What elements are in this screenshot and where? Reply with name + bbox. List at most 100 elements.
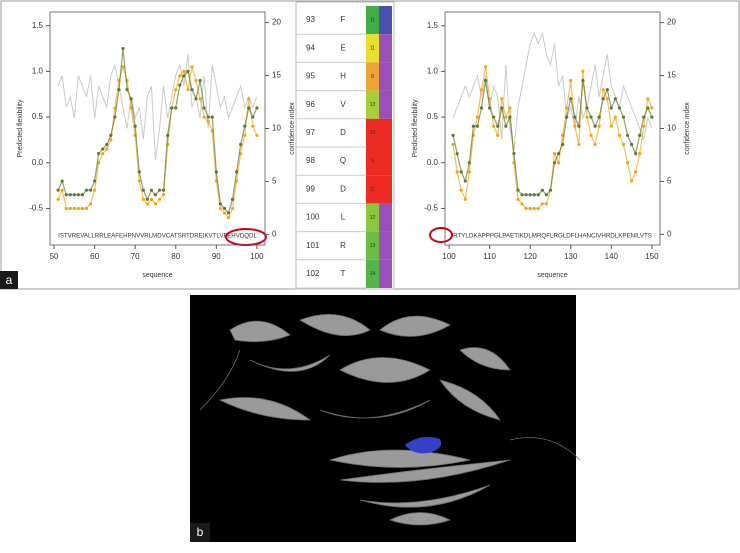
class-cell: [379, 259, 392, 288]
data-point: [64, 193, 68, 197]
y-tick-label: 0.0: [32, 158, 44, 167]
sequence-label: RTYLDKAPPPGLPAETIKDLMRQFLRGLDFLHANCIVHRD…: [453, 234, 652, 240]
panel-label-box: [190, 523, 210, 542]
data-point: [581, 69, 585, 73]
data-point: [561, 142, 565, 147]
data-point: [483, 65, 488, 69]
x-tick-label: 90: [212, 252, 221, 261]
data-point: [581, 78, 585, 83]
data-point: [97, 152, 101, 156]
data-point: [174, 106, 178, 110]
data-point: [186, 69, 190, 73]
x-tick-label: 60: [90, 252, 99, 261]
y-tick-label: 1.0: [32, 67, 44, 76]
data-point: [532, 206, 536, 211]
score-label: 11: [370, 46, 375, 52]
data-point: [149, 188, 154, 192]
data-point: [488, 106, 492, 110]
data-point: [638, 152, 642, 156]
data-point: [178, 74, 182, 78]
data-point: [630, 142, 634, 147]
score-label: 13: [370, 102, 376, 108]
class-cell: [379, 175, 392, 204]
residue-position: 96: [306, 100, 315, 109]
data-point: [194, 78, 198, 83]
data-point: [585, 106, 589, 110]
class-cell: [379, 34, 392, 63]
residue-position: 102: [306, 269, 320, 278]
data-point: [496, 124, 500, 128]
data-point: [198, 97, 202, 101]
data-point: [451, 133, 455, 137]
data-point: [178, 83, 182, 87]
data-point: [218, 202, 222, 206]
data-point: [186, 88, 190, 92]
data-point: [101, 147, 105, 151]
class-cell: [379, 203, 392, 232]
series-line: [57, 54, 258, 161]
data-point: [88, 188, 93, 192]
y2-axis-label: confidence index: [289, 102, 296, 155]
data-point: [141, 188, 145, 192]
data-point: [609, 106, 613, 110]
data-point: [634, 152, 638, 156]
y2-axis-label: confidence index: [684, 102, 691, 155]
score-label: 8: [371, 74, 374, 80]
data-point: [536, 193, 540, 197]
data-point: [222, 206, 227, 211]
highlight-ellipse: [429, 227, 453, 243]
x-tick-label: 80: [171, 252, 180, 261]
class-cell: [379, 231, 392, 260]
data-point: [60, 188, 64, 192]
x-tick-label: 110: [483, 252, 496, 261]
data-point: [451, 142, 455, 147]
data-point: [105, 147, 109, 151]
score-cell: [366, 62, 379, 91]
data-point: [125, 88, 129, 92]
data-point: [129, 97, 133, 101]
data-point: [492, 115, 496, 119]
x-tick-label: 100: [250, 252, 264, 261]
y2-tick-label: 0: [272, 230, 277, 239]
data-point: [512, 152, 516, 156]
data-point: [617, 133, 622, 137]
score-cell: [366, 203, 379, 232]
residue-position: 98: [306, 156, 315, 165]
data-point: [161, 193, 166, 197]
ligand-site: [405, 437, 442, 454]
data-point: [202, 115, 206, 119]
data-point: [190, 88, 194, 92]
data-point: [552, 161, 557, 165]
data-point: [84, 206, 89, 211]
data-point: [56, 188, 60, 192]
x-axis-label: sequence: [142, 272, 172, 279]
score-cell: [366, 231, 379, 260]
data-point: [650, 106, 654, 110]
data-point: [101, 152, 105, 156]
data-point: [540, 188, 544, 192]
data-point: [483, 78, 488, 83]
data-point: [145, 202, 149, 206]
residue-letter: L: [341, 213, 346, 222]
data-point: [214, 170, 218, 174]
y2-tick-label: 20: [272, 18, 281, 27]
y-axis-label: Predicted flexibility: [412, 99, 419, 157]
data-point: [182, 74, 186, 78]
data-point: [170, 106, 174, 110]
data-point: [255, 133, 259, 137]
data-point: [72, 206, 76, 211]
y2-tick-label: 5: [272, 177, 277, 186]
data-point: [524, 193, 528, 197]
data-point: [93, 179, 97, 183]
data-point: [190, 65, 194, 69]
data-point: [84, 188, 89, 192]
data-point: [105, 142, 109, 147]
data-point: [508, 106, 512, 110]
data-point: [650, 115, 654, 119]
data-point: [251, 115, 255, 119]
data-point: [218, 206, 222, 211]
score-label: 10: [370, 130, 376, 136]
data-point: [247, 106, 251, 110]
data-point: [80, 206, 85, 211]
data-point: [492, 124, 496, 128]
